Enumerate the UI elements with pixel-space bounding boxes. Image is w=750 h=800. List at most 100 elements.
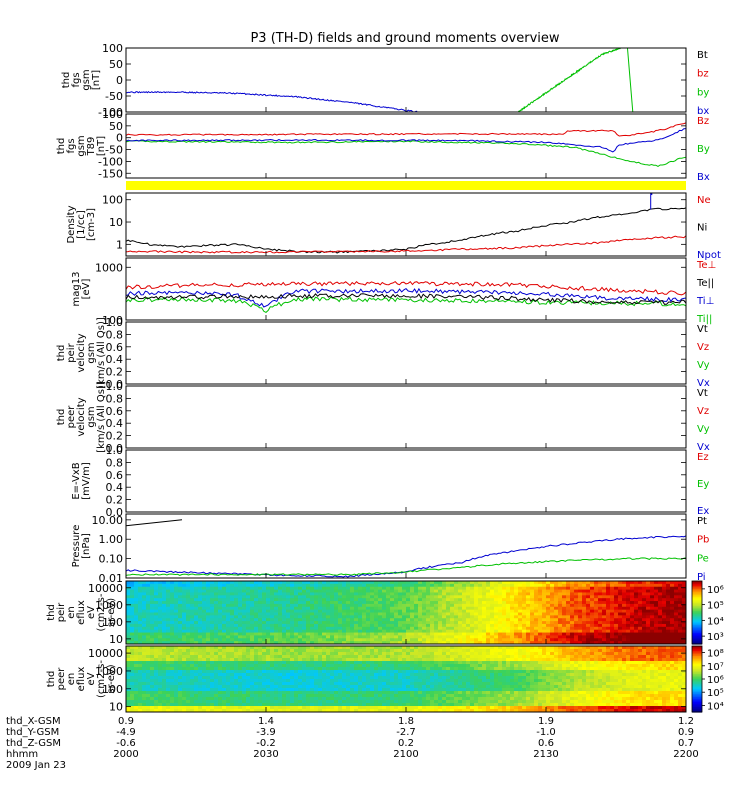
y-axis-label-line: peir <box>56 602 67 622</box>
spectrogram-cell <box>134 646 139 650</box>
y-tick-label: 0.2 <box>106 430 124 443</box>
spectrogram-cell <box>266 595 271 599</box>
spectrogram-cell <box>306 691 311 695</box>
spectrogram-cell <box>354 652 359 656</box>
spectrogram-cell <box>558 598 563 602</box>
spectrogram-cell <box>238 603 243 608</box>
spectrogram-cell <box>598 615 603 619</box>
spectrogram-cell <box>286 601 291 605</box>
spectrogram-cell <box>486 603 491 608</box>
spectrogram-cell <box>422 626 427 631</box>
spectrogram-cell <box>246 694 251 698</box>
spectrogram-cell <box>582 612 587 616</box>
spectrogram-cell <box>262 595 267 599</box>
spectrogram-cell <box>238 694 243 698</box>
spectrogram-cell <box>554 626 559 631</box>
spectrogram-cell <box>562 609 567 614</box>
spectrogram-cell <box>238 652 243 656</box>
spectrogram-cell <box>362 601 367 605</box>
spectrogram-cell <box>238 655 243 659</box>
spectrogram-cell <box>130 691 135 695</box>
spectrogram-cell <box>666 586 671 591</box>
spectrogram-cell <box>514 629 519 634</box>
spectrogram-cell <box>426 592 431 596</box>
spectrogram-cell <box>302 626 307 631</box>
spectrogram-cell <box>550 641 555 644</box>
spectrogram-cell <box>422 603 427 608</box>
spectrogram-cell <box>366 601 371 605</box>
spectrogram-cell <box>134 629 139 634</box>
spectrogram-cell <box>374 603 379 608</box>
spectrogram-cell <box>138 658 143 662</box>
spectrogram-cell <box>186 688 191 692</box>
spectrogram-cell <box>322 649 327 653</box>
spectrogram-cell <box>678 589 683 594</box>
spectrogram-cell <box>418 586 423 591</box>
spectrogram-cell <box>458 595 463 599</box>
spectrogram-cell <box>502 621 507 625</box>
spectrogram-cell <box>346 676 351 680</box>
spectrogram-cell <box>586 595 591 599</box>
spectrogram-cell <box>358 623 363 628</box>
spectrogram-cell <box>166 697 171 701</box>
spectrogram-cell <box>530 581 535 585</box>
spectrogram-cell <box>386 679 391 683</box>
spectrogram-cell <box>294 658 299 662</box>
spectrogram-cell <box>174 629 179 634</box>
spectrogram-cell <box>430 595 435 599</box>
spectrogram-cell <box>574 632 579 637</box>
spectrogram-cell <box>634 606 639 611</box>
spectrogram-cell <box>126 658 131 662</box>
spectrogram-cell <box>650 612 655 616</box>
spectrogram-cell <box>294 664 299 668</box>
spectrogram-cell <box>326 601 331 605</box>
spectrogram-cell <box>218 658 223 662</box>
spectrogram-cell <box>218 623 223 628</box>
spectrogram-cell <box>162 618 167 622</box>
spectrogram-cell <box>474 629 479 634</box>
spectrogram-cell <box>322 581 327 585</box>
spectrogram-cell <box>230 664 235 668</box>
spectrogram-cell <box>566 601 571 605</box>
spectrogram-cell <box>470 615 475 619</box>
spectrogram-cell <box>306 682 311 686</box>
spectrogram-cell <box>458 612 463 616</box>
spectrogram-cell <box>134 586 139 591</box>
spectrogram-cell <box>302 586 307 591</box>
spectrogram-cell <box>466 623 471 628</box>
spectrogram-cell <box>322 694 327 698</box>
spectrogram-cell <box>398 601 403 605</box>
spectrogram-cell <box>334 606 339 611</box>
spectrogram-cell <box>406 629 411 634</box>
spectrogram-cell <box>318 673 323 677</box>
spectrogram-cell <box>298 664 303 668</box>
spectrogram-cell <box>414 638 419 642</box>
spectrogram-cell <box>538 618 543 622</box>
spectrogram-cell <box>494 632 499 637</box>
spectrogram-cell <box>486 581 491 585</box>
spectrogram-cell <box>158 586 163 591</box>
spectrogram-cell <box>318 703 323 707</box>
spectrogram-cell <box>394 703 399 707</box>
spectrogram-cell <box>554 638 559 642</box>
spectrogram-cell <box>246 646 251 650</box>
spectrogram-cell <box>426 623 431 628</box>
spectrogram-cell <box>234 688 239 692</box>
spectrogram-cell <box>258 586 263 591</box>
spectrogram-cell <box>226 638 231 642</box>
legend-entry: Bt <box>697 50 708 61</box>
spectrogram-cell <box>314 694 319 698</box>
spectrogram-cell <box>502 612 507 616</box>
spectrogram-cell <box>462 621 467 625</box>
spectrogram-cell <box>290 618 295 622</box>
spectrogram-cell <box>306 694 311 698</box>
spectrogram-cell <box>394 646 399 650</box>
spectrogram-cell <box>358 632 363 637</box>
spectrogram-cell <box>186 655 191 659</box>
spectrogram-cell <box>262 709 267 712</box>
spectrogram-cell <box>338 706 343 710</box>
spectrogram-cell <box>434 632 439 637</box>
spectrogram-cell <box>594 641 599 644</box>
spectrogram-cell <box>550 609 555 614</box>
spectrogram-cell <box>326 646 331 650</box>
